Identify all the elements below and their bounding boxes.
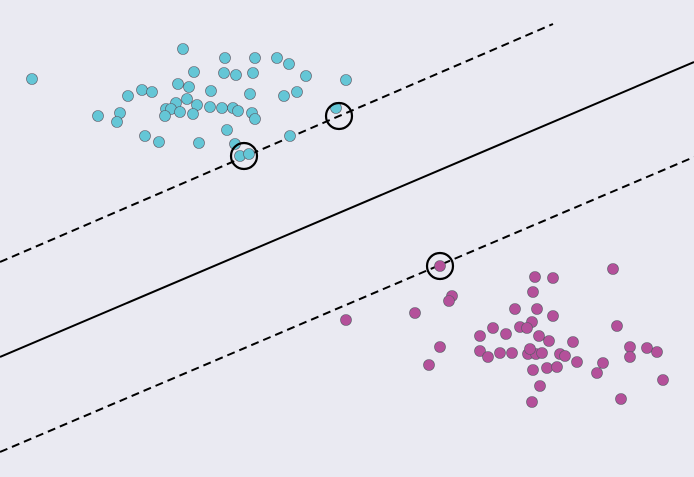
point-series1-34 (651, 346, 663, 358)
point-series0-6 (300, 70, 312, 82)
point-series1-44 (534, 380, 546, 392)
point-series0-13 (183, 81, 195, 93)
point-series0-11 (247, 67, 259, 79)
point-series0-24 (204, 101, 216, 113)
point-series0-36 (159, 110, 171, 122)
point-series1-5 (443, 295, 455, 307)
point-series0-41 (193, 137, 205, 149)
point-series1-33 (641, 342, 653, 354)
point-series0-17 (136, 84, 148, 96)
point-series1-0 (529, 271, 541, 283)
point-series1-22 (474, 345, 486, 357)
point-series0-15 (244, 88, 256, 100)
point-series1-25 (506, 347, 518, 359)
point-series1-17 (500, 328, 512, 340)
point-series0-10 (230, 69, 242, 81)
point-series0-7 (340, 74, 352, 86)
data-points (26, 43, 669, 408)
point-series0-14 (205, 85, 217, 97)
point-series1-3 (527, 286, 539, 298)
point-series1-20 (567, 336, 579, 348)
point-series1-36 (571, 356, 583, 368)
point-series1-38 (423, 359, 435, 371)
boundary-lines (0, 23, 694, 453)
point-series0-16 (291, 86, 303, 98)
point-series1-32 (624, 341, 636, 353)
point-series1-15 (611, 320, 623, 332)
point-series0-21 (181, 93, 193, 105)
point-series0-0 (26, 73, 38, 85)
point-series0-37 (249, 113, 261, 125)
point-series0-2 (219, 52, 231, 64)
point-series0-34 (92, 110, 104, 122)
point-series1-24 (494, 347, 506, 359)
point-series0-9 (218, 67, 230, 79)
point-series0-31 (174, 106, 186, 118)
point-series1-14 (487, 322, 499, 334)
point-series0-12 (172, 78, 184, 90)
point-series0-4 (271, 52, 283, 64)
point-series1-43 (657, 374, 669, 386)
support-vector-ring-0 (324, 101, 354, 131)
support-vectors (229, 101, 455, 281)
point-series1-19 (543, 335, 555, 347)
support-vector-ring-1 (229, 141, 259, 171)
point-series1-37 (597, 357, 609, 369)
point-series1-35 (624, 351, 636, 363)
point-series1-42 (591, 367, 603, 379)
point-series1-28 (524, 343, 536, 355)
point-series0-46 (243, 148, 255, 160)
point-series1-29 (536, 347, 548, 359)
point-series1-23 (482, 351, 494, 363)
point-series1-1 (547, 272, 559, 284)
point-series1-21 (434, 341, 446, 353)
point-series1-2 (607, 263, 619, 275)
point-series0-1 (177, 43, 189, 55)
point-series0-40 (153, 136, 165, 148)
point-series0-39 (139, 130, 151, 142)
point-series0-25 (216, 102, 228, 114)
point-series1-13 (521, 322, 533, 334)
point-series1-9 (340, 314, 352, 326)
point-series1-6 (531, 303, 543, 315)
point-series0-32 (187, 108, 199, 120)
point-series1-31 (559, 350, 571, 362)
point-series1-40 (541, 362, 553, 374)
point-series0-43 (284, 130, 296, 142)
decision-boundary-line (0, 61, 694, 358)
point-series1-41 (551, 361, 563, 373)
margin-line-1 (0, 23, 554, 263)
point-series1-46 (526, 396, 538, 408)
point-series1-10 (547, 310, 559, 322)
point-series1-16 (474, 330, 486, 342)
point-series1-7 (509, 303, 521, 315)
point-series1-45 (615, 393, 627, 405)
point-series0-5 (283, 58, 295, 70)
point-series1-47 (434, 260, 446, 272)
point-series1-39 (527, 364, 539, 376)
margin-line-2 (0, 156, 694, 453)
point-series0-8 (188, 66, 200, 78)
point-series0-18 (146, 86, 158, 98)
point-series0-35 (111, 116, 123, 128)
point-series0-27 (232, 105, 244, 117)
point-series0-20 (278, 90, 290, 102)
support-vector-ring-2 (425, 251, 455, 281)
point-series0-38 (221, 124, 233, 136)
point-series1-8 (409, 307, 421, 319)
point-series0-3 (249, 52, 261, 64)
point-series0-19 (122, 90, 134, 102)
point-series1-18 (533, 330, 545, 342)
